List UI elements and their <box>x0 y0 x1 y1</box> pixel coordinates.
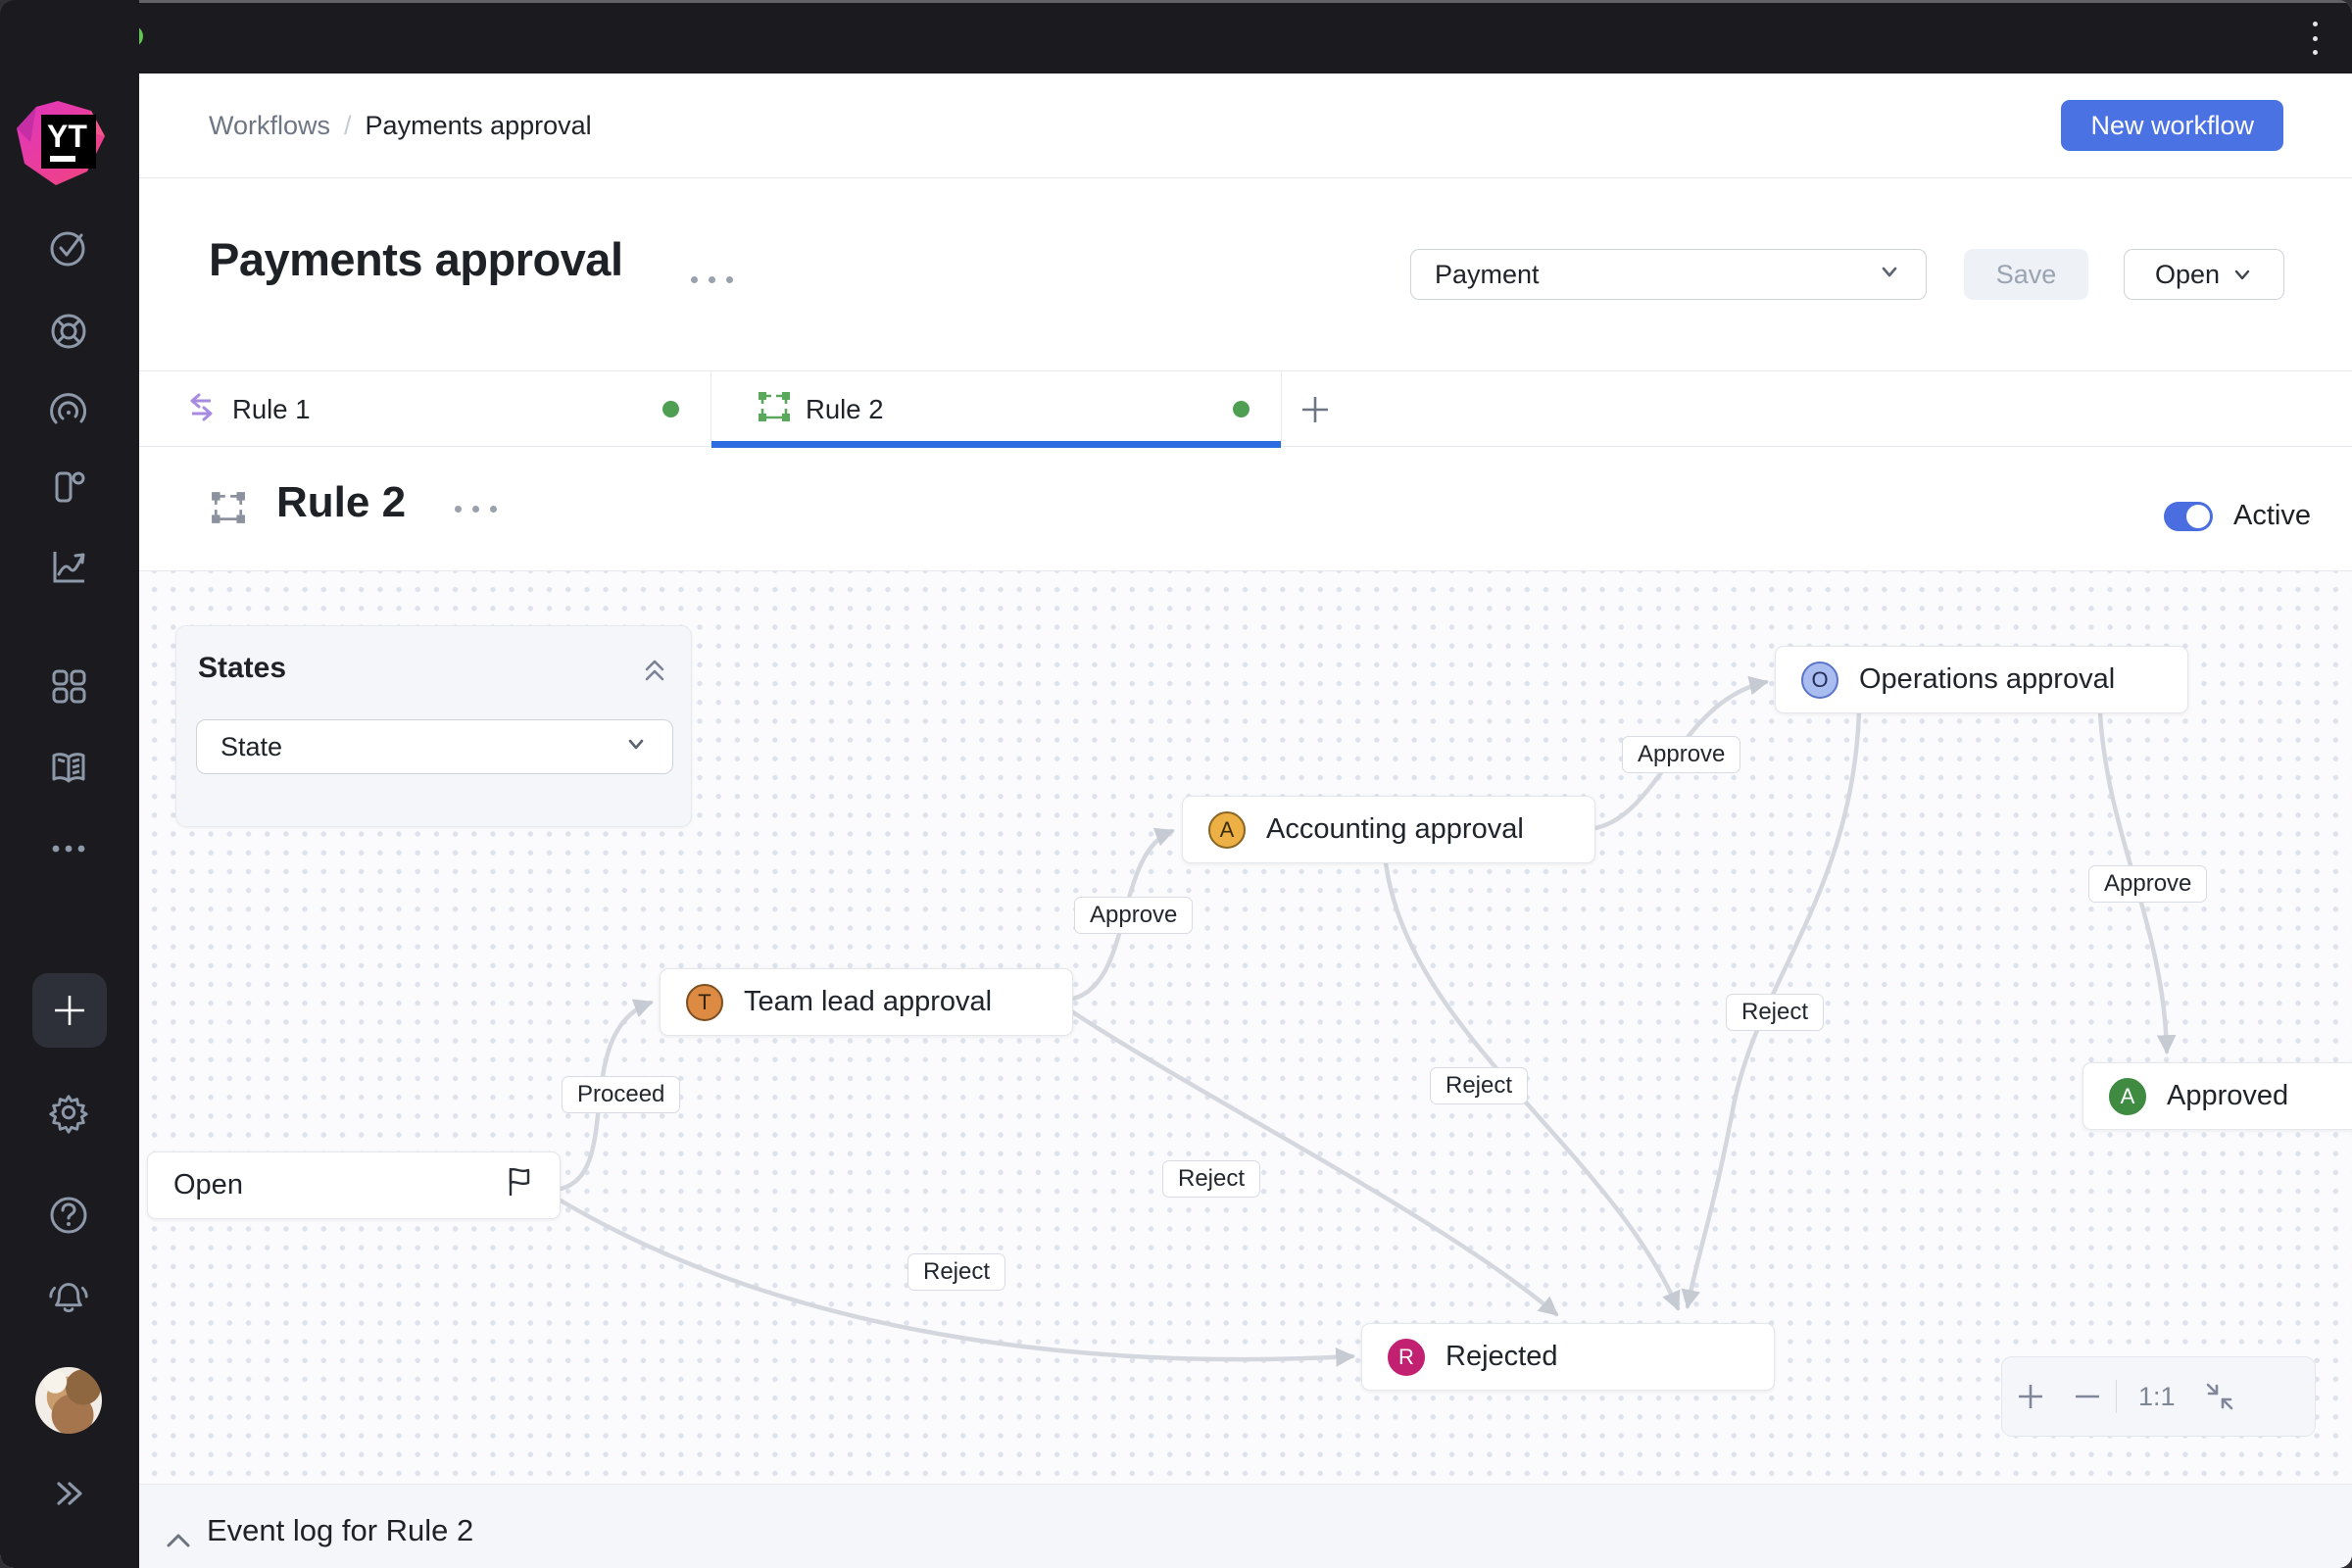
avatar: O <box>1801 661 1838 699</box>
breadcrumb: Workflows / Payments approval <box>209 111 592 141</box>
rule-options-kebab-icon[interactable] <box>455 506 497 513</box>
states-panel: States State <box>175 625 692 827</box>
fit-to-screen-icon[interactable] <box>2191 1381 2248 1412</box>
state-node-rejected[interactable]: R Rejected <box>1361 1323 1775 1391</box>
rule-title: Rule 2 <box>276 478 407 526</box>
transition-label-reject[interactable]: Reject <box>1430 1067 1529 1104</box>
project-select[interactable]: Payment <box>1410 249 1927 300</box>
youtrack-logo[interactable]: YT <box>17 101 105 185</box>
knowledge-base-book-icon[interactable] <box>46 746 91 791</box>
user-avatar[interactable] <box>35 1367 102 1434</box>
agile-board-icon[interactable] <box>46 465 91 510</box>
state-machine-frame-icon <box>211 490 246 530</box>
avatar: R <box>1388 1338 1425 1376</box>
node-label: Accounting approval <box>1266 813 1524 845</box>
divider <box>2116 1380 2117 1413</box>
transition-label-proceed[interactable]: Proceed <box>562 1076 681 1113</box>
titlebar <box>0 0 2352 74</box>
node-label: Operations approval <box>1859 663 2116 695</box>
active-toggle[interactable] <box>2164 502 2213 531</box>
rule-header: Rule 2 Active <box>139 447 2352 570</box>
avatar: T <box>686 983 723 1021</box>
avatar: A <box>2109 1077 2146 1115</box>
state-node-operations-approval[interactable]: O Operations approval <box>1775 646 2188 713</box>
transition-label-reject[interactable]: Reject <box>907 1253 1006 1291</box>
state-node-approved[interactable]: A Approved <box>2082 1062 2352 1130</box>
workflow-title-row: Payments approval Payment Save Open <box>139 178 2352 370</box>
state-node-team-lead-approval[interactable]: T Team lead approval <box>660 968 1073 1036</box>
initial-state-flag-icon <box>505 1166 534 1205</box>
state-machine-frame-icon <box>758 390 791 428</box>
node-label: Rejected <box>1446 1341 1558 1372</box>
main-content: Workflows / Payments approval New workfl… <box>139 74 2352 1568</box>
window-kebab-menu-icon[interactable] <box>2305 22 2325 55</box>
page-title: Payments approval <box>209 233 623 285</box>
reports-chart-icon[interactable] <box>46 544 91 589</box>
zoom-out-button[interactable] <box>2059 1382 2116 1411</box>
states-panel-title: States <box>198 652 287 684</box>
helpdesk-lifebuoy-icon[interactable] <box>46 309 91 354</box>
active-tab-underline <box>711 441 1281 448</box>
expand-sidebar-chevrons-icon[interactable] <box>46 1471 91 1516</box>
chevron-down-icon <box>1877 259 1902 291</box>
state-node-accounting-approval[interactable]: A Accounting approval <box>1182 796 1595 863</box>
open-menu-button[interactable]: Open <box>2124 249 2284 300</box>
workflow-options-kebab-icon[interactable] <box>691 276 733 283</box>
transition-label-approve[interactable]: Approve <box>1074 897 1194 934</box>
swap-arrows-icon <box>185 391 218 428</box>
collapse-panel-chevrons-icon[interactable] <box>640 656 669 690</box>
rule-active-dot <box>662 401 679 417</box>
chevron-up-icon <box>165 1532 192 1556</box>
breadcrumb-bar: Workflows / Payments approval New workfl… <box>139 74 2352 178</box>
svg-text:YT: YT <box>47 119 87 154</box>
zoom-level[interactable]: 1:1 <box>2138 1381 2176 1411</box>
state-select[interactable]: State <box>196 719 673 774</box>
chevron-down-icon <box>623 731 649 763</box>
workflow-canvas[interactable]: States State Open <box>139 570 2352 1484</box>
new-workflow-button[interactable]: New workflow <box>2061 100 2283 151</box>
tab-label: Rule 1 <box>232 393 311 424</box>
state-node-open[interactable]: Open <box>147 1152 561 1219</box>
breadcrumb-separator: / <box>344 111 352 140</box>
node-label: Approved <box>2167 1080 2289 1111</box>
add-rule-button[interactable] <box>1298 393 1332 426</box>
breadcrumb-current: Payments approval <box>365 111 592 140</box>
tab-rule-2[interactable]: Rule 2 <box>711 371 1282 448</box>
transition-label-reject[interactable]: Reject <box>1162 1160 1261 1198</box>
node-label: Team lead approval <box>744 986 993 1017</box>
sprints-pulse-icon[interactable] <box>46 389 91 434</box>
settings-gear-icon[interactable] <box>46 1090 91 1135</box>
more-ellipsis-icon[interactable] <box>46 826 91 871</box>
node-label: Open <box>173 1169 243 1200</box>
chevron-down-icon <box>2234 270 2250 280</box>
breadcrumb-workflows-link[interactable]: Workflows <box>209 111 331 140</box>
transition-label-reject[interactable]: Reject <box>1726 994 1825 1031</box>
rule-active-dot <box>1233 401 1250 417</box>
save-button[interactable]: Save <box>1964 249 2088 300</box>
apps-grid-icon[interactable] <box>46 663 91 709</box>
tab-rule-1[interactable]: Rule 1 <box>139 371 711 447</box>
avatar: A <box>1208 810 1246 849</box>
active-toggle-label: Active <box>2233 500 2311 531</box>
zoom-in-button[interactable] <box>2002 1382 2059 1411</box>
tab-label: Rule 2 <box>806 393 884 424</box>
event-log-title: Event log for Rule 2 <box>207 1513 474 1547</box>
sidebar: YT <box>0 0 139 1568</box>
transition-label-approve[interactable]: Approve <box>1622 736 1741 773</box>
transition-label-approve[interactable]: Approve <box>2088 865 2208 903</box>
help-question-icon[interactable] <box>46 1193 91 1238</box>
issues-check-icon[interactable] <box>46 225 91 270</box>
notifications-bell-icon[interactable] <box>46 1275 91 1320</box>
canvas-zoom-controls: 1:1 <box>2001 1356 2316 1437</box>
event-log-header[interactable]: Event log for Rule 2 <box>139 1484 2352 1568</box>
create-plus-button[interactable] <box>32 973 107 1048</box>
rule-tabs: Rule 1 Rule 2 <box>139 370 2352 448</box>
